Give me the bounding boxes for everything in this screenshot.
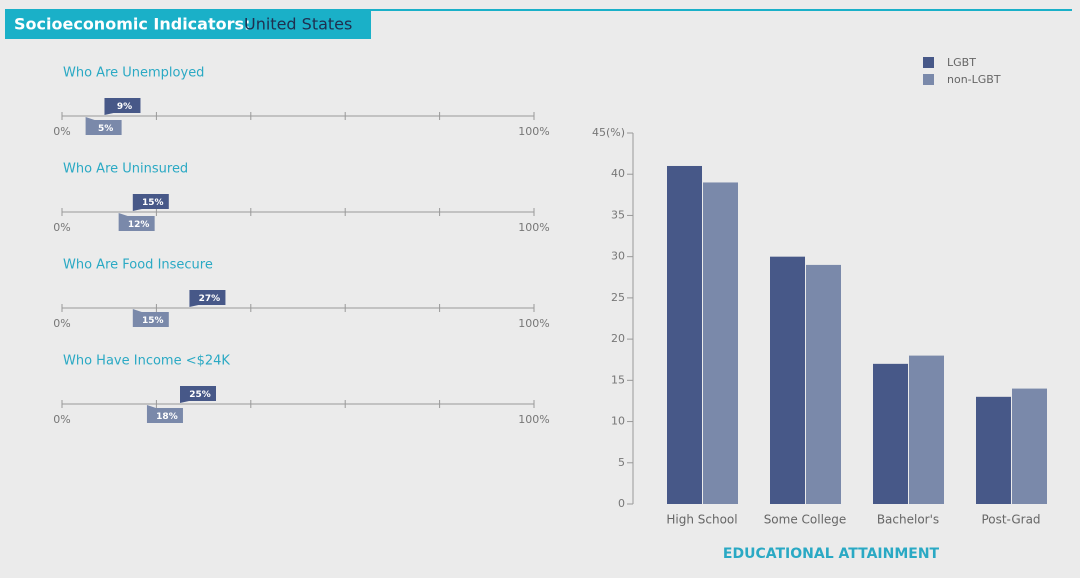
y-tick-label: 45(%) (592, 126, 625, 139)
header-title: Socioeconomic Indicators: (14, 15, 250, 34)
value-flag (104, 98, 141, 115)
bar (909, 355, 944, 504)
value-label: 9% (117, 102, 132, 112)
y-tick-label: 10 (611, 415, 625, 428)
x-tick-label: Bachelor's (877, 513, 939, 527)
x-tick-label: 100% (518, 125, 549, 138)
bar (806, 264, 841, 504)
x-tick-label: 0% (53, 413, 70, 426)
legend-label: non-LGBT (947, 73, 1001, 86)
y-tick-label: 30 (611, 250, 625, 263)
x-tick-label: Post-Grad (981, 513, 1040, 527)
indicator-title: Who Are Uninsured (63, 162, 188, 177)
value-label: 15% (142, 198, 164, 208)
value-label: 18% (156, 412, 178, 422)
indicator-title: Who Have Income <$24K (63, 354, 230, 369)
value-flag (85, 117, 122, 135)
x-tick-label: High School (666, 513, 737, 527)
x-tick-label: 0% (53, 317, 70, 330)
header-subtitle: United States (244, 15, 352, 34)
y-tick-label: 15 (611, 373, 625, 386)
value-flag (132, 194, 169, 211)
x-axis-label: EDUCATIONAL ATTAINMENT (723, 546, 940, 562)
y-tick-label: 5 (618, 456, 625, 469)
value-flag (189, 290, 226, 307)
value-label: 5% (98, 124, 113, 134)
legend-swatch (923, 74, 934, 85)
x-tick-label: 0% (53, 125, 70, 138)
y-tick-label: 40 (611, 167, 625, 180)
y-tick-label: 0 (618, 497, 625, 510)
value-label: 25% (189, 390, 211, 400)
value-label: 27% (199, 294, 221, 304)
value-flag (146, 405, 183, 423)
indicator-title: Who Are Food Insecure (63, 258, 213, 273)
value-label: 15% (142, 316, 164, 326)
bar (1012, 388, 1047, 504)
x-tick-label: 0% (53, 221, 70, 234)
y-tick-label: 35 (611, 208, 625, 221)
x-tick-label: 100% (518, 413, 549, 426)
bar (976, 396, 1011, 504)
value-flag (118, 213, 155, 231)
bar (873, 363, 908, 504)
bar (770, 256, 805, 504)
value-label: 12% (128, 220, 150, 230)
value-flag (132, 309, 169, 327)
bar (667, 165, 702, 504)
y-tick-label: 20 (611, 332, 625, 345)
legend-label: LGBT (947, 56, 976, 69)
value-flag (180, 386, 216, 403)
x-tick-label: 100% (518, 221, 549, 234)
header-box (5, 10, 371, 39)
x-tick-label: Some College (764, 513, 847, 527)
x-tick-label: 100% (518, 317, 549, 330)
legend-swatch (923, 57, 934, 68)
bar (703, 182, 738, 504)
y-tick-label: 25 (611, 291, 625, 304)
indicator-title: Who Are Unemployed (63, 66, 204, 81)
